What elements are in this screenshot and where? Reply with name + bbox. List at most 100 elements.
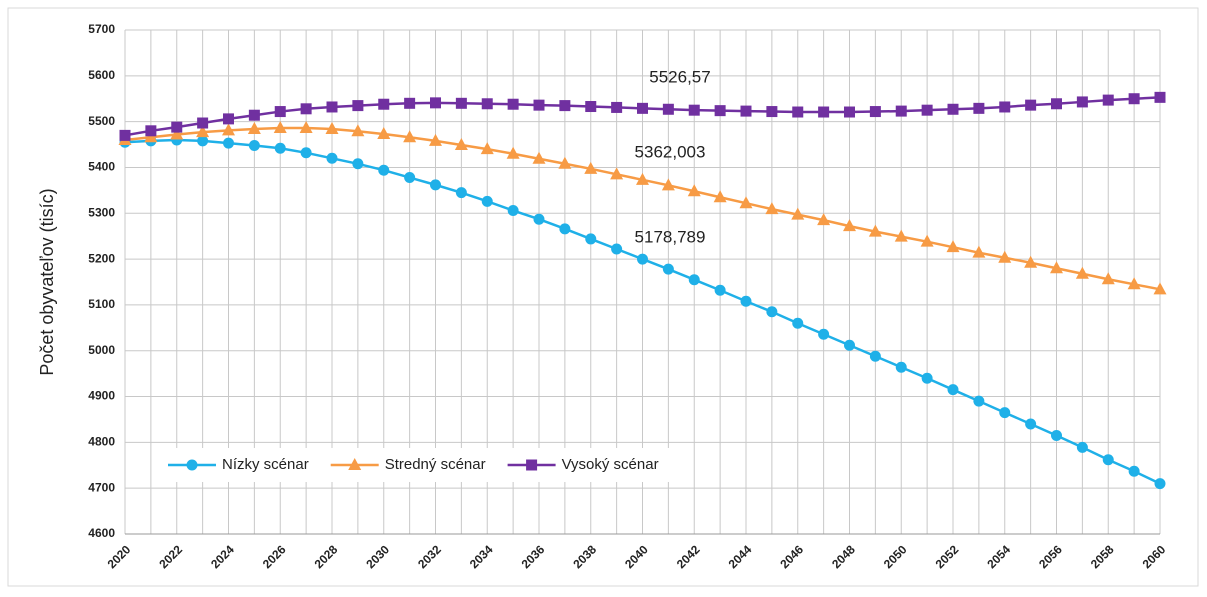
point: [559, 100, 571, 112]
point: [1128, 93, 1140, 105]
point: [1025, 418, 1037, 430]
point: [170, 127, 184, 140]
point: [196, 125, 210, 138]
point: [688, 104, 700, 116]
point: [248, 139, 260, 151]
point: [662, 263, 674, 275]
legend-label: Nízky scénar: [222, 456, 309, 473]
point: [687, 184, 701, 197]
point: [455, 187, 467, 199]
point: [274, 106, 286, 118]
point: [869, 106, 881, 118]
point: [533, 99, 545, 111]
point: [895, 361, 907, 373]
point: [404, 97, 416, 109]
point: [1102, 454, 1114, 466]
annotation: 5526,57: [649, 67, 710, 86]
point: [792, 106, 804, 118]
point: [713, 190, 727, 203]
point: [352, 100, 364, 112]
point: [791, 207, 805, 220]
y-tick-label: 4900: [88, 389, 115, 403]
point: [1025, 99, 1037, 111]
point: [326, 101, 338, 113]
point: [274, 142, 286, 154]
point: [714, 284, 726, 296]
point: [792, 317, 804, 329]
point: [247, 121, 261, 134]
point: [972, 245, 986, 258]
point: [1128, 465, 1140, 477]
y-tick-label: 5700: [88, 22, 115, 36]
point: [403, 130, 417, 143]
point: [869, 350, 881, 362]
point: [197, 135, 209, 147]
point: [352, 158, 364, 170]
point: [223, 137, 234, 149]
y-tick-label: 4800: [88, 435, 115, 449]
point: [326, 152, 338, 164]
point: [481, 98, 493, 110]
point: [611, 243, 623, 255]
point: [868, 224, 882, 237]
point: [584, 161, 598, 174]
point: [559, 223, 571, 235]
point: [1153, 282, 1167, 295]
point: [532, 151, 546, 164]
chart-frame: [7, 7, 1199, 587]
y-tick-label: 4600: [88, 526, 115, 540]
point: [947, 103, 959, 115]
annotation: 5362,003: [635, 142, 706, 161]
point: [920, 234, 934, 247]
point: [817, 213, 831, 226]
point: [1051, 98, 1062, 110]
point: [1102, 94, 1114, 106]
legend: Nízky scénar Stredný scénar Vysoký scénar: [158, 448, 681, 482]
point: [973, 102, 985, 114]
annotation: 5178,789: [635, 227, 706, 246]
point: [119, 129, 131, 141]
point: [299, 121, 313, 134]
point: [1076, 441, 1088, 453]
y-tick-label: 5400: [88, 160, 115, 174]
point: [844, 106, 855, 118]
point: [998, 250, 1012, 263]
point: [1075, 266, 1089, 279]
point: [921, 372, 933, 384]
point: [1050, 261, 1063, 274]
legend-box: [158, 448, 681, 482]
point: [999, 101, 1011, 113]
point: [558, 156, 572, 169]
point: [585, 233, 597, 245]
point: [171, 121, 183, 133]
point: [843, 219, 856, 232]
point: [895, 105, 907, 117]
point: [197, 117, 209, 129]
point: [1154, 91, 1166, 103]
point: [714, 105, 726, 117]
point: [325, 121, 339, 134]
point: [223, 113, 234, 125]
point: [894, 229, 908, 242]
y-tick-label: 5200: [88, 251, 115, 265]
point: [507, 98, 519, 110]
point: [455, 97, 467, 109]
point: [765, 202, 779, 215]
point: [637, 253, 648, 265]
point: [300, 147, 312, 159]
point: [661, 178, 675, 191]
point: [248, 109, 260, 121]
y-tick-label: 5600: [88, 68, 115, 82]
legend-label: Stredný scénar: [385, 456, 486, 473]
point: [688, 274, 700, 286]
point: [1101, 272, 1115, 285]
y-tick-label: 4700: [88, 480, 115, 494]
point: [404, 172, 416, 184]
point: [818, 328, 830, 340]
point: [378, 98, 390, 110]
point: [610, 167, 624, 180]
point: [377, 127, 391, 140]
point: [481, 195, 493, 207]
point: [844, 339, 855, 351]
